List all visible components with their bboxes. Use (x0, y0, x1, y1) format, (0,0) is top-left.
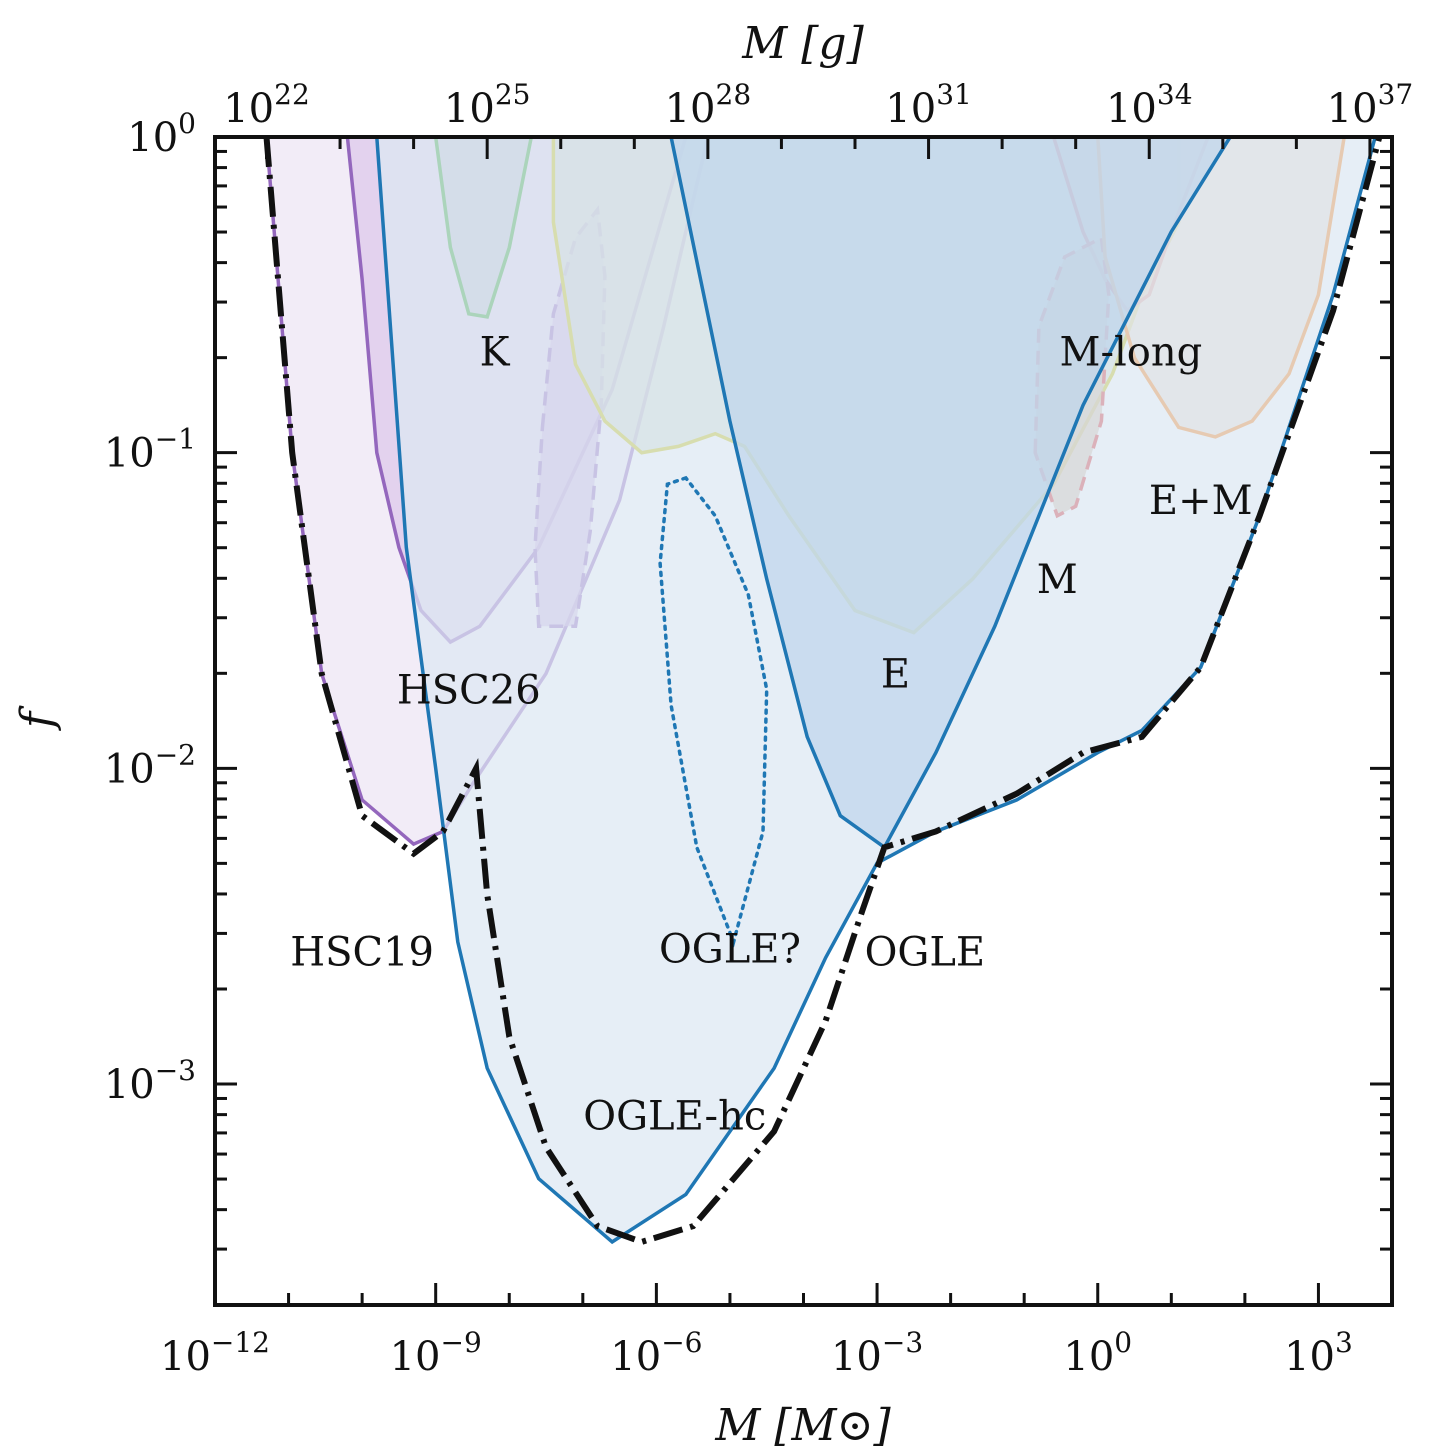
y-axis-title: f (12, 705, 63, 731)
region-label: K (480, 330, 511, 376)
x-tick-label: 10−9 (390, 1326, 482, 1380)
region-label: OGLE? (659, 926, 801, 972)
region-fill-9 (671, 137, 1231, 848)
x-axis-title: M [M⊙] (714, 1400, 891, 1451)
y-tick-label: 10−1 (104, 423, 196, 477)
x-tick-label: 103 (1284, 1326, 1353, 1380)
y-tick-label: 10−3 (104, 1054, 196, 1108)
x2-tick-label: 1034 (1106, 78, 1193, 132)
x2-tick-label: 1031 (885, 78, 972, 132)
region-label: M (1037, 557, 1078, 603)
axis-ticks (213, 135, 1394, 1307)
tick-labels: 10−12 10−9 10−6 10−3 100 103 1022 1025 1028 1031 1… (104, 78, 1413, 1380)
region-label: E+M (1149, 478, 1253, 524)
axis-titles: M [M⊙] M [g] f (12, 18, 891, 1451)
region-label: HSC19 (290, 929, 434, 975)
region-label: OGLE (865, 929, 986, 975)
x-tick-label: 10−3 (831, 1326, 923, 1380)
envelope-line (263, 137, 1383, 1246)
x2-tick-label: 1028 (665, 78, 752, 132)
x-tick-label: 10−12 (160, 1326, 270, 1380)
region-line-10 (658, 475, 769, 948)
x-tick-label: 10−6 (610, 1326, 702, 1380)
x2-tick-label: 1025 (444, 78, 531, 132)
x-tick-label: 100 (1063, 1326, 1132, 1380)
region-label: M-long (1059, 330, 1202, 376)
y-tick-label: 10−2 (104, 738, 196, 792)
y-tick-label: 100 (127, 107, 196, 161)
constraint-regions (264, 137, 1392, 1245)
x2-axis-title: M [g] (741, 18, 864, 69)
x2-tick-label: 1037 (1327, 78, 1414, 132)
combined-envelope (263, 137, 1383, 1246)
region-label: E (881, 652, 910, 698)
region-label: HSC26 (397, 667, 541, 713)
region-labels: K M-long E+M M E HSC26 OGLE? HSC19 OGLE OGLE-hc (290, 330, 1252, 1140)
region-label: OGLE-hc (583, 1094, 766, 1140)
x2-tick-label: 1022 (223, 78, 310, 132)
